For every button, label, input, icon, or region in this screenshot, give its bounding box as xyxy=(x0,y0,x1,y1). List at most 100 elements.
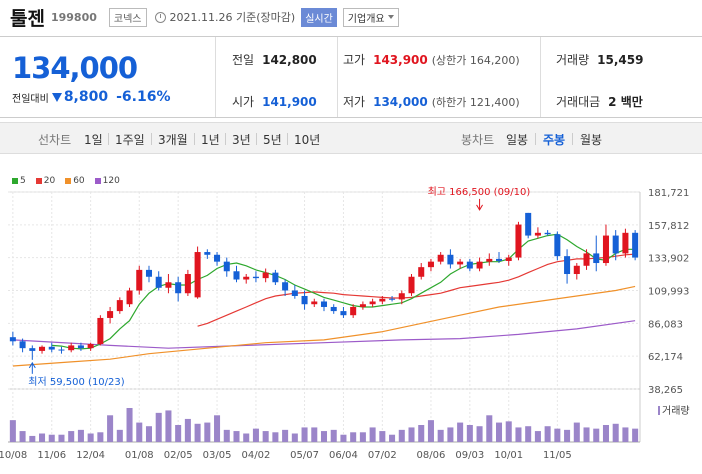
high-arrow-head xyxy=(476,204,483,211)
x-tick-label: 02/05 xyxy=(164,450,193,461)
volume-bar xyxy=(145,426,152,442)
y-tick-label: 38,265 xyxy=(648,385,683,396)
high-price: 고가 143,900 (상한가 164,200) xyxy=(343,51,520,68)
volume-bar xyxy=(107,415,114,442)
candle-body xyxy=(486,258,493,262)
volume-bar xyxy=(447,427,454,442)
tab-weekly[interactable]: 주봉 xyxy=(543,133,566,147)
prev-close: 전일 142,800 xyxy=(232,51,317,68)
tab-10y[interactable]: 10년 xyxy=(294,133,321,147)
down-arrow-icon xyxy=(51,92,62,102)
volume-bar xyxy=(525,426,532,442)
prev-value: 142,800 xyxy=(262,52,317,67)
volume-bar xyxy=(457,422,464,442)
x-tick-label: 08/06 xyxy=(417,450,446,461)
volume-bar xyxy=(175,425,182,442)
amount-label: 거래대금 xyxy=(556,95,601,109)
x-tick-label: 12/04 xyxy=(76,450,105,461)
change-amount: 8,800 xyxy=(63,89,109,105)
candle-body xyxy=(97,317,104,345)
divider xyxy=(540,37,541,117)
candle-body xyxy=(311,301,318,305)
x-tick-label: 04/02 xyxy=(242,450,271,461)
amount-value: 2 백만 xyxy=(608,95,643,109)
volume-bar xyxy=(583,427,590,442)
candle-body xyxy=(204,252,211,255)
candle-body xyxy=(622,232,629,254)
low-arrow-head xyxy=(28,361,36,369)
x-tick-label: 03/05 xyxy=(203,450,232,461)
candle-body xyxy=(379,298,386,302)
tab-divider xyxy=(287,133,288,145)
candle-body xyxy=(165,282,172,288)
candle-body xyxy=(68,345,75,351)
volume-bar xyxy=(233,431,240,442)
legend-item-ma60: 60 xyxy=(65,176,85,186)
volume-bar xyxy=(194,423,201,442)
tab-1w[interactable]: 1주일 xyxy=(115,133,145,147)
candle-body xyxy=(87,344,94,349)
y-tick-label: 62,174 xyxy=(648,352,683,363)
current-price-panel: 134,000 전일대비 8,800 -6.16% xyxy=(0,37,216,117)
candle-body xyxy=(107,311,114,318)
candle-body xyxy=(389,298,396,300)
volume-bar xyxy=(340,434,347,442)
candle-body xyxy=(359,304,366,307)
company-info-label: 기업개요 xyxy=(347,13,385,25)
candle-body xyxy=(194,252,201,298)
volume-label: 거래량 xyxy=(556,53,590,67)
volume-bar xyxy=(311,427,318,442)
realtime-button[interactable]: 실시간 xyxy=(301,7,337,27)
x-tick-label: 06/04 xyxy=(329,450,358,461)
chart-legend: 5 20 60 120 xyxy=(12,176,120,186)
candle-body xyxy=(320,301,328,307)
line-chart-label: 선차트 xyxy=(38,133,72,147)
candle-body xyxy=(564,256,571,275)
tab-daily[interactable]: 일봉 xyxy=(506,133,529,147)
price-summary: 134,000 전일대비 8,800 -6.16% 전일 142,800 고가 … xyxy=(0,36,702,118)
tab-3m[interactable]: 3개월 xyxy=(158,133,188,147)
candle-body xyxy=(398,293,405,300)
candle-body xyxy=(437,254,444,262)
tab-divider xyxy=(572,133,573,145)
volume-bar xyxy=(466,425,473,442)
tab-3y[interactable]: 3년 xyxy=(232,133,251,147)
candle-body xyxy=(573,265,580,275)
candle-body xyxy=(534,232,541,236)
x-tick-label: 10/01 xyxy=(494,450,523,461)
volume-info: 거래량 15,459 xyxy=(556,51,643,68)
tab-monthly[interactable]: 월봉 xyxy=(580,133,603,147)
divider xyxy=(337,37,338,117)
low-value: 134,000 xyxy=(373,94,428,109)
volume-bar xyxy=(9,420,16,442)
tab-5y[interactable]: 5년 xyxy=(263,133,282,147)
tab-divider xyxy=(194,133,195,145)
tab-divider xyxy=(535,133,536,145)
legend-item-ma120: 120 xyxy=(94,176,120,186)
candle-body xyxy=(350,306,357,316)
candle-body xyxy=(447,254,454,265)
candle-body xyxy=(116,300,123,312)
company-info-button[interactable]: 기업개요 xyxy=(342,7,399,27)
tab-1d[interactable]: 1일 xyxy=(84,133,103,147)
candle-body xyxy=(505,257,512,261)
volume-bar xyxy=(214,415,221,442)
tab-divider xyxy=(108,133,109,145)
quote-date: 2021.11.26 기준(장마감) xyxy=(169,11,296,24)
tab-1y[interactable]: 1년 xyxy=(201,133,220,147)
candle-body xyxy=(243,276,250,280)
candle-body xyxy=(515,224,522,258)
volume-bar xyxy=(320,431,328,442)
candle-body xyxy=(544,232,551,235)
low-annotation: 최저 59,500 (10/23) xyxy=(28,376,124,388)
candle-body xyxy=(330,306,337,312)
ma60-line xyxy=(12,285,636,367)
candle-body xyxy=(136,269,143,291)
volume-bar xyxy=(243,433,250,442)
candle-body xyxy=(408,276,415,294)
chevron-down-icon xyxy=(387,15,394,19)
candle-body xyxy=(583,253,590,266)
volume-bar xyxy=(39,433,46,442)
candle-body xyxy=(457,261,464,265)
clock-icon xyxy=(154,11,166,23)
